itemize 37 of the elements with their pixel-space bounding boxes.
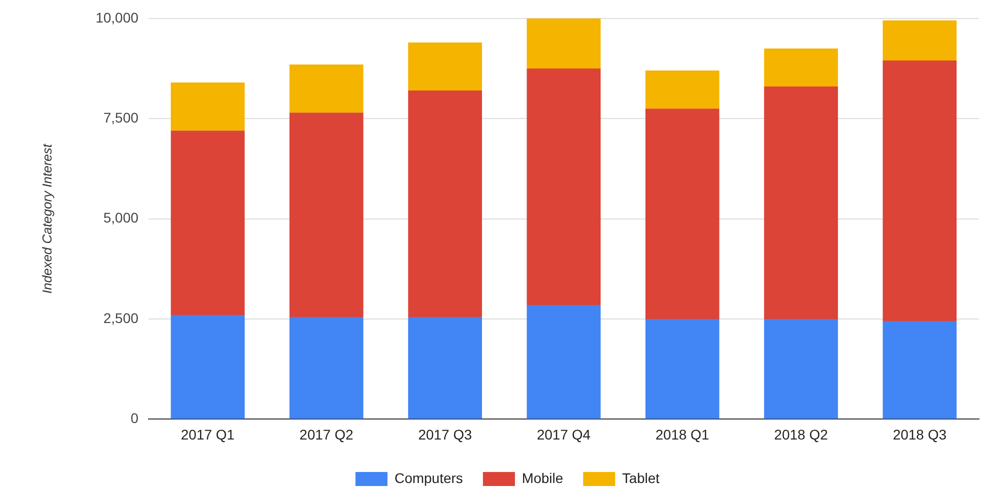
- y-tick-label: 0: [130, 410, 139, 426]
- x-tick-label: 2018 Q1: [656, 426, 710, 442]
- bar: [289, 64, 364, 113]
- y-tick-label: 2,500: [103, 310, 139, 326]
- y-tick-label: 7,500: [103, 109, 139, 126]
- bar: [408, 316, 482, 419]
- legend-label: Computers: [394, 470, 463, 486]
- bar: [764, 48, 838, 87]
- legend-label: Tablet: [622, 470, 660, 486]
- bar: [882, 321, 957, 419]
- x-tick-label: 2018 Q3: [892, 426, 947, 442]
- bar: [526, 68, 601, 305]
- x-tick-label: 2017 Q4: [536, 426, 591, 442]
- bar: [645, 319, 720, 419]
- y-tick-label: 5,000: [103, 210, 139, 226]
- bar: [408, 42, 482, 91]
- bar: [882, 20, 957, 60]
- bar: [764, 86, 838, 319]
- bar: [645, 108, 720, 319]
- x-tick-label: 2017 Q2: [300, 426, 354, 442]
- bar: [408, 90, 482, 317]
- bar: [526, 304, 601, 419]
- y-axis-title: Indexed Category Interest: [39, 142, 54, 294]
- x-tick-label: 2017 Q3: [418, 426, 472, 442]
- bar: [170, 314, 245, 419]
- bar: [170, 82, 245, 131]
- x-tick-label: 2017 Q1: [180, 426, 235, 442]
- bar: [289, 112, 364, 317]
- y-tick-label: 10,000: [96, 9, 139, 26]
- bar: [526, 18, 601, 68]
- x-tick-label: 2018 Q2: [774, 426, 828, 442]
- bar: [170, 130, 245, 315]
- bar: [882, 60, 957, 322]
- bar: [289, 316, 364, 419]
- bar: [645, 70, 720, 109]
- bar: [764, 319, 838, 419]
- legend-label: Mobile: [522, 470, 564, 486]
